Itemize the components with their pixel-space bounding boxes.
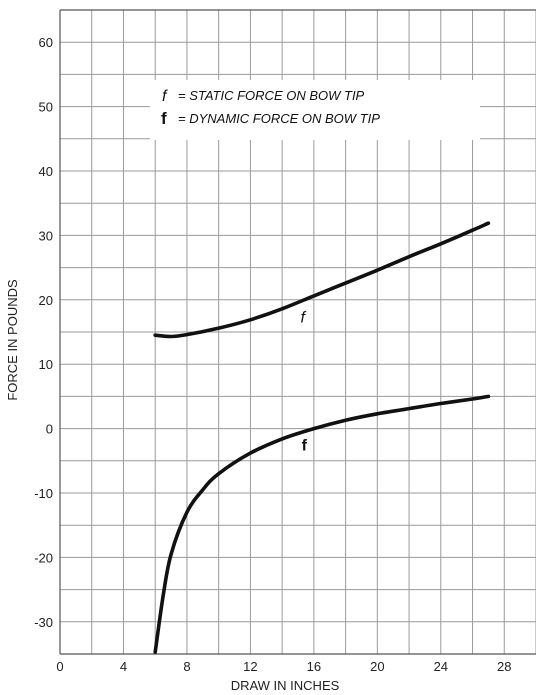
x-tick-label: 8 (183, 659, 190, 674)
x-tick-label: 24 (434, 659, 448, 674)
x-tick-labels: 0 4 8 12 16 20 24 28 (56, 659, 511, 674)
y-tick-label: -10 (34, 486, 53, 501)
dynamic-force-label: f (302, 437, 308, 454)
x-tick-label: 16 (307, 659, 321, 674)
x-tick-label: 28 (497, 659, 511, 674)
y-tick-labels: 60 50 40 30 20 10 0 -10 -20 -30 (34, 35, 53, 630)
plot-frame (59, 9, 536, 655)
chart-legend: f = STATIC FORCE ON BOW TIP f = DYNAMIC … (150, 80, 480, 140)
legend-static-symbol: f (162, 88, 168, 105)
dynamic-force-line (153, 394, 491, 654)
y-tick-label: 10 (39, 357, 53, 372)
y-tick-label: -30 (34, 615, 53, 630)
y-tick-label: 40 (39, 164, 53, 179)
y-tick-label: 50 (39, 100, 53, 115)
y-axis-title: FORCE IN POUNDS (5, 279, 20, 401)
x-tick-label: 12 (243, 659, 257, 674)
static-force-line (153, 221, 491, 339)
y-tick-label: -20 (34, 550, 53, 565)
legend-dynamic-symbol: f (161, 109, 167, 128)
x-tick-label: 4 (120, 659, 127, 674)
legend-static-text: = STATIC FORCE ON BOW TIP (178, 88, 365, 103)
x-tick-label: 0 (56, 659, 63, 674)
y-tick-label: 20 (39, 293, 53, 308)
x-tick-label: 20 (370, 659, 384, 674)
legend-background (150, 80, 480, 140)
x-axis-title: DRAW IN INCHES (231, 678, 340, 693)
y-tick-label: 0 (46, 422, 53, 437)
series-group: ff (153, 221, 491, 654)
y-tick-label: 30 (39, 228, 53, 243)
static-force-label: f (301, 309, 307, 326)
y-tick-label: 60 (39, 35, 53, 50)
legend-dynamic-text: = DYNAMIC FORCE ON BOW TIP (178, 111, 380, 126)
